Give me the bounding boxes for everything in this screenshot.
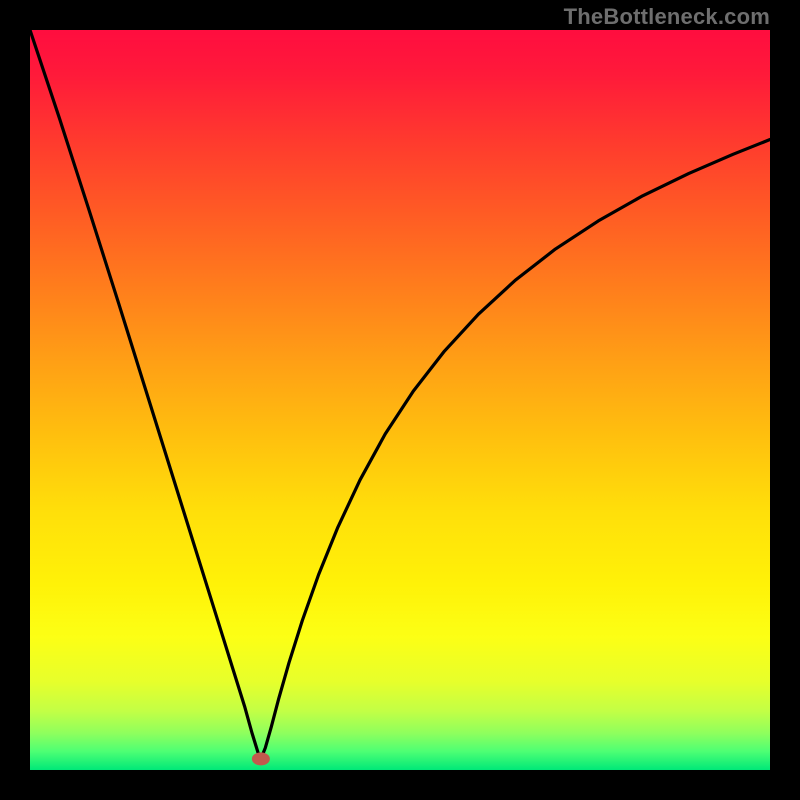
gradient-background	[30, 30, 770, 770]
plot-area	[30, 30, 770, 770]
gradient-chart	[30, 30, 770, 770]
watermark-text: TheBottleneck.com	[564, 4, 770, 30]
chart-frame: TheBottleneck.com	[0, 0, 800, 800]
optimum-marker	[252, 752, 270, 765]
